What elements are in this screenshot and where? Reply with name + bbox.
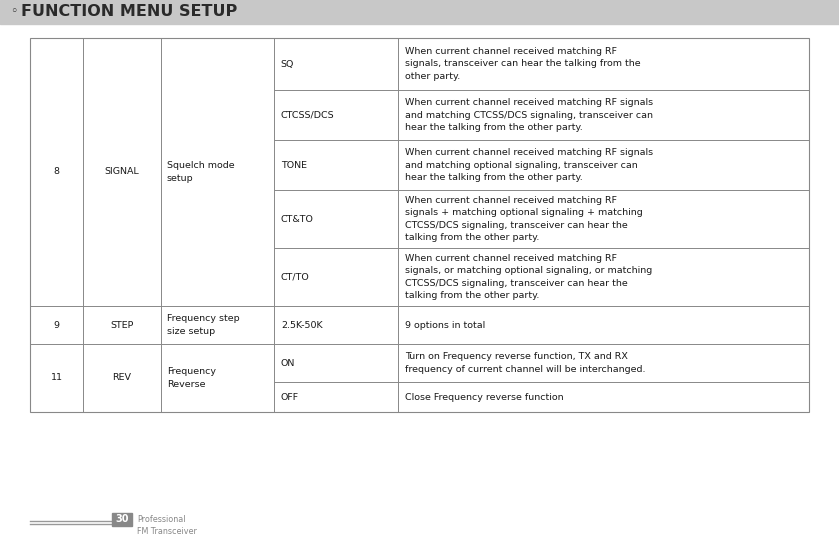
Text: Frequency
Reverse: Frequency Reverse — [167, 367, 216, 389]
Text: When current channel received matching RF
signals, or matching optional signalin: When current channel received matching R… — [405, 254, 653, 300]
Text: SQ: SQ — [281, 60, 294, 68]
Text: CT&TO: CT&TO — [281, 214, 314, 224]
Bar — [112, 513, 132, 526]
Text: When current channel received matching RF signals
and matching optional signalin: When current channel received matching R… — [405, 148, 654, 182]
Text: OFF: OFF — [281, 392, 299, 402]
Text: When current channel received matching RF
signals + matching optional signaling : When current channel received matching R… — [405, 196, 644, 242]
Text: Frequency step
size setup: Frequency step size setup — [167, 314, 239, 336]
Text: 9 options in total: 9 options in total — [405, 321, 486, 329]
Text: REV: REV — [112, 374, 132, 383]
Text: ◦: ◦ — [10, 5, 18, 19]
Text: When current channel received matching RF
signals, transceiver can hear the talk: When current channel received matching R… — [405, 47, 641, 81]
Text: 30: 30 — [115, 515, 128, 524]
Text: Professional
FM Transceiver: Professional FM Transceiver — [137, 515, 197, 536]
Bar — [30, 38, 809, 412]
Text: TONE: TONE — [281, 161, 307, 169]
Bar — [0, 0, 839, 24]
Text: 9: 9 — [54, 321, 60, 329]
Text: 8: 8 — [54, 168, 60, 176]
Text: SIGNAL: SIGNAL — [105, 168, 139, 176]
Text: STEP: STEP — [110, 321, 133, 329]
Text: FUNCTION MENU SETUP: FUNCTION MENU SETUP — [21, 4, 237, 20]
Text: CTCSS/DCS: CTCSS/DCS — [281, 111, 335, 119]
Text: ON: ON — [281, 358, 295, 368]
Text: When current channel received matching RF signals
and matching CTCSS/DCS signali: When current channel received matching R… — [405, 98, 654, 132]
Text: Turn on Frequency reverse function, TX and RX
frequency of current channel will : Turn on Frequency reverse function, TX a… — [405, 352, 646, 374]
Text: 2.5K-50K: 2.5K-50K — [281, 321, 322, 329]
Text: CT/TO: CT/TO — [281, 272, 310, 282]
Text: 11: 11 — [50, 374, 62, 383]
Text: Close Frequency reverse function: Close Frequency reverse function — [405, 392, 564, 402]
Text: Squelch mode
setup: Squelch mode setup — [167, 161, 234, 182]
